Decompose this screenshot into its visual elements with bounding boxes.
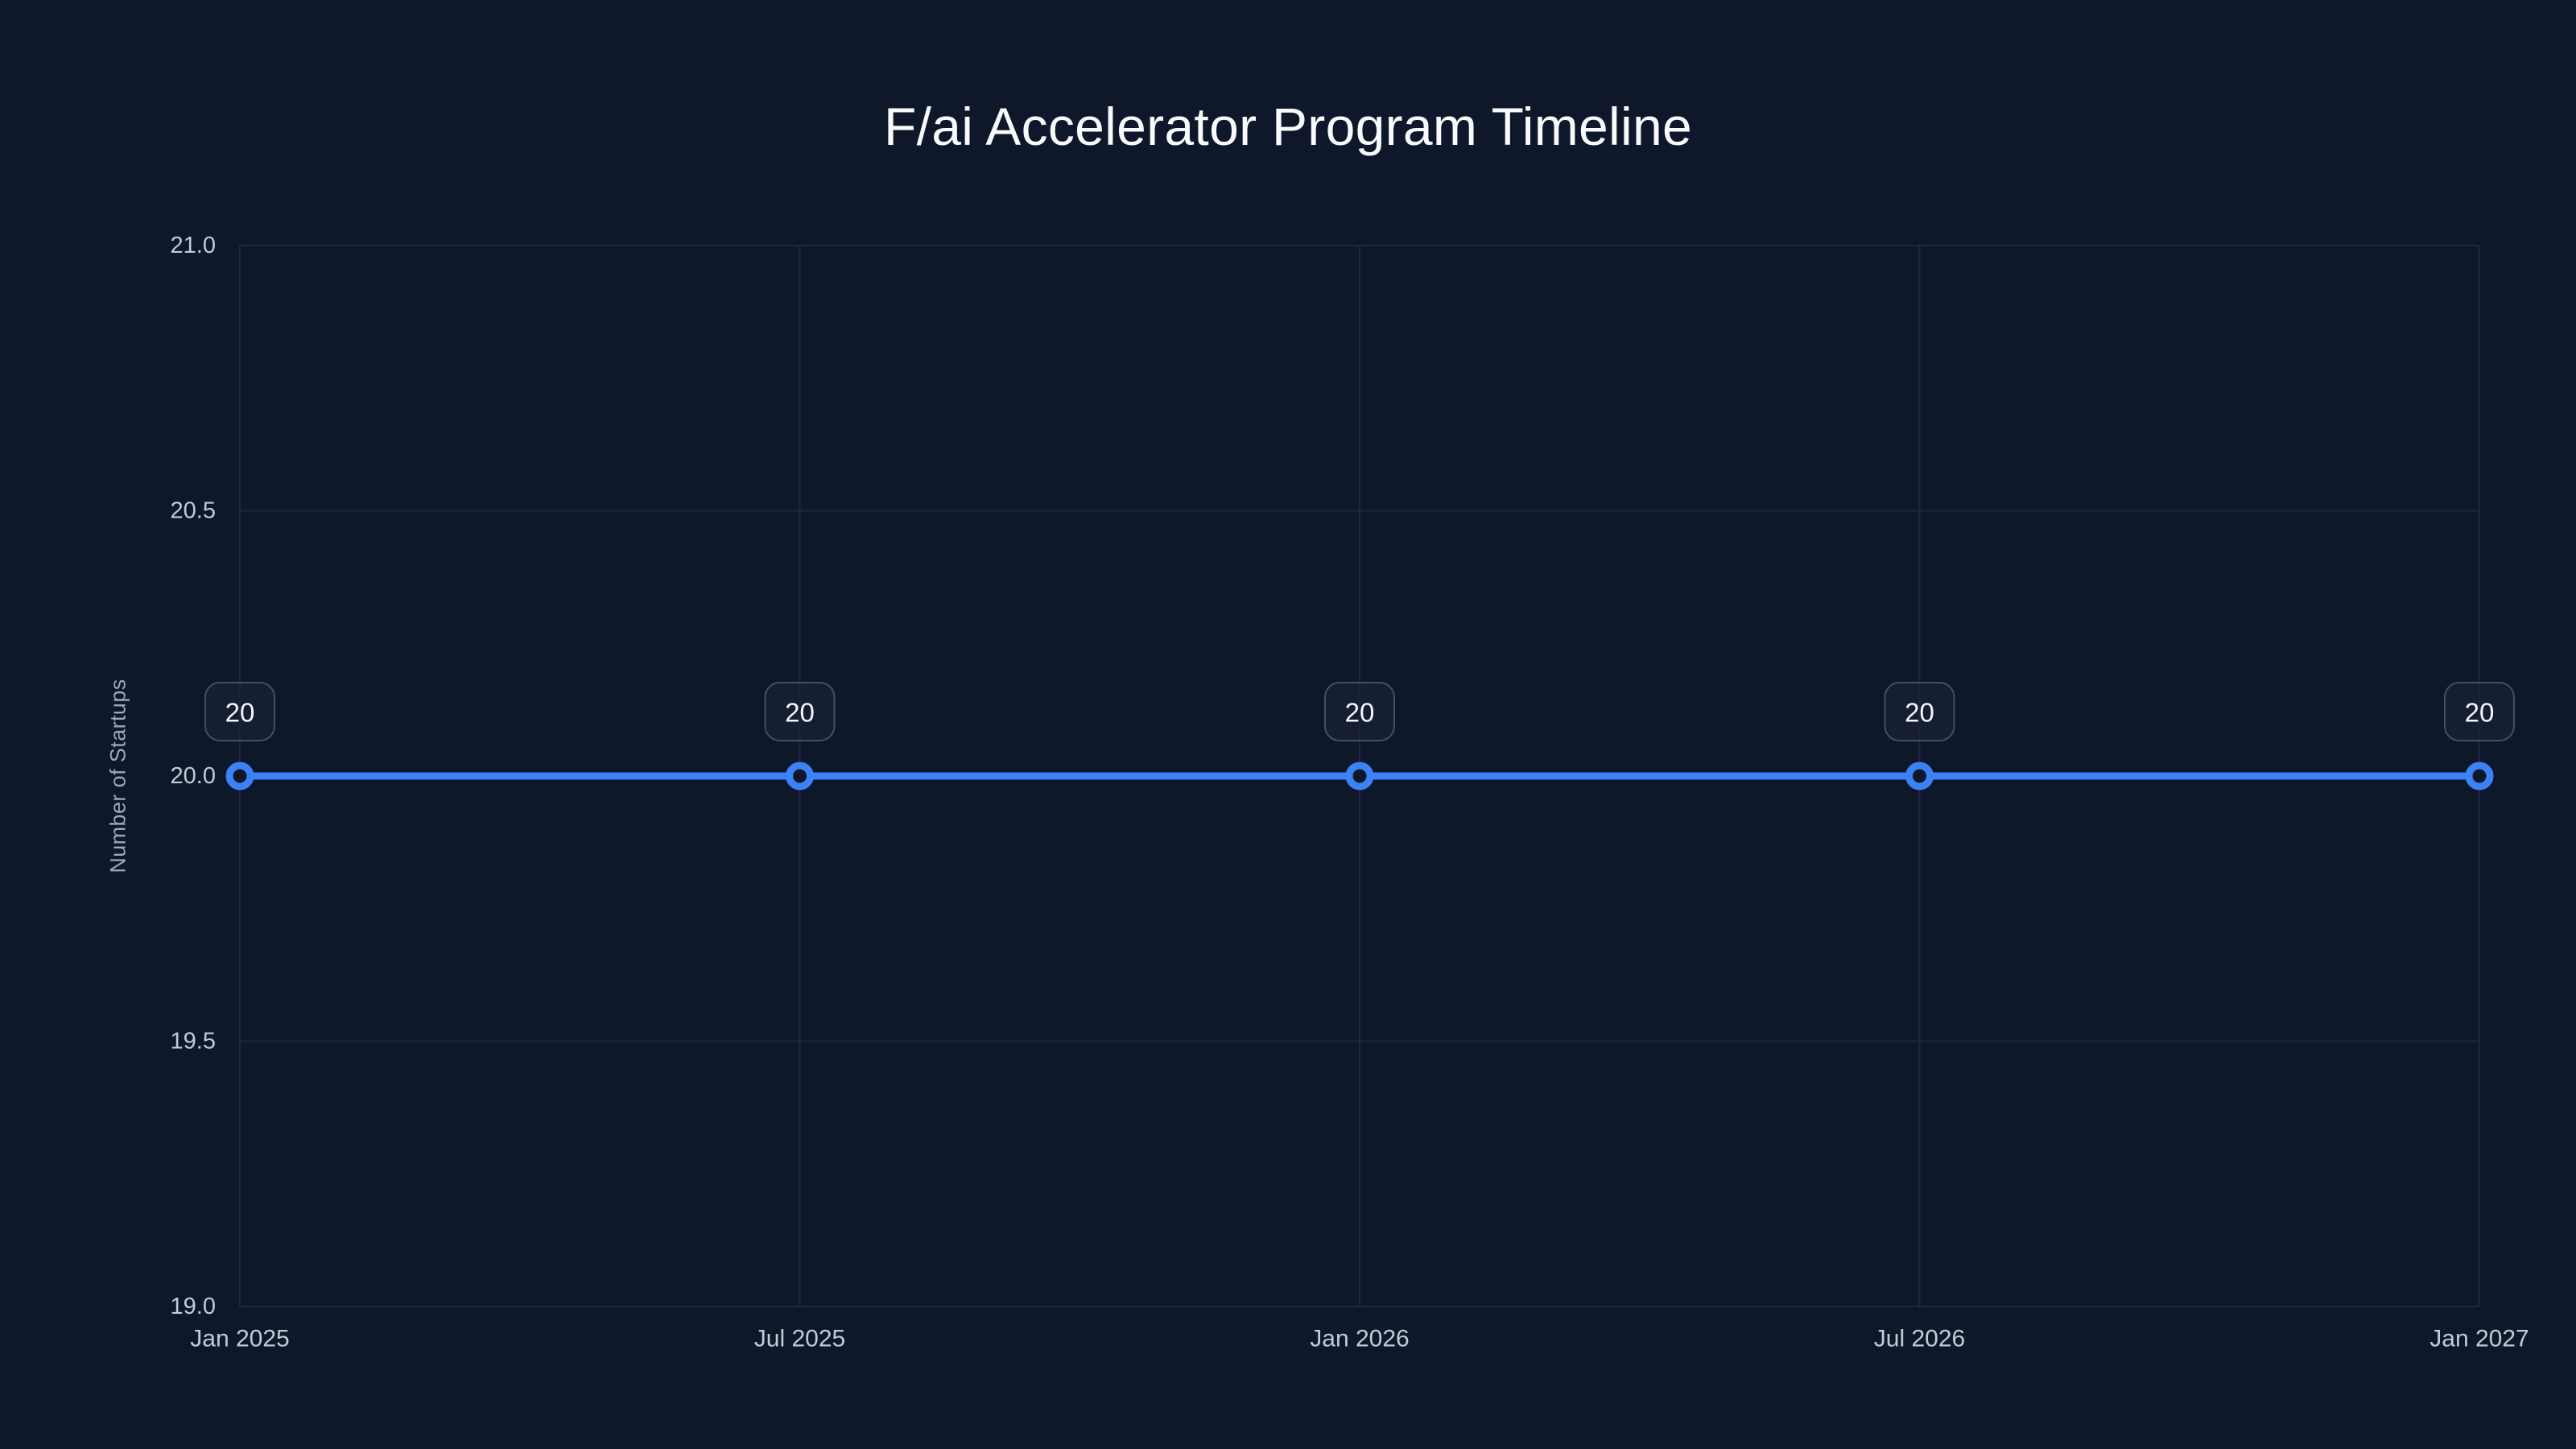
data-point[interactable] — [2465, 762, 2494, 791]
y-tick-label: 20.0 — [171, 763, 216, 789]
point-label-badge: 20 — [1324, 682, 1395, 741]
point-label-badge: 20 — [764, 682, 836, 741]
x-tick-label: Jan 2027 — [2429, 1326, 2529, 1352]
point-label-badge: 20 — [204, 682, 275, 741]
x-tick-label: Jul 2025 — [754, 1326, 845, 1352]
y-tick-label: 19.5 — [171, 1029, 216, 1055]
point-label-value: 20 — [225, 698, 255, 728]
y-tick-label: 21.0 — [171, 233, 216, 258]
chart-title: F/ai Accelerator Program Timeline — [884, 97, 1692, 156]
point-label-badge-bg — [764, 682, 836, 741]
point-label-value: 20 — [1905, 698, 1934, 728]
y-tick-label: 19.0 — [171, 1294, 216, 1319]
data-point[interactable] — [1345, 762, 1374, 791]
x-tick-label: Jul 2026 — [1874, 1326, 1965, 1352]
x-tick-label: Jan 2026 — [1310, 1326, 1409, 1352]
point-label-badge: 20 — [1884, 682, 1955, 741]
point-label-value: 20 — [785, 698, 815, 728]
point-label-badge-bg — [1324, 682, 1395, 741]
point-label-badge-bg — [204, 682, 275, 741]
point-label-badge-bg — [1884, 682, 1955, 741]
data-point[interactable] — [1905, 762, 1934, 791]
y-tick-label: 20.5 — [171, 498, 216, 524]
data-point[interactable] — [786, 762, 814, 791]
point-label-badge-bg — [2444, 682, 2515, 741]
x-tick-label: Jan 2025 — [190, 1326, 289, 1352]
point-label-value: 20 — [2465, 698, 2495, 728]
point-label-value: 20 — [1345, 698, 1375, 728]
data-point[interactable] — [225, 762, 254, 791]
point-label-badge: 20 — [2444, 682, 2515, 741]
